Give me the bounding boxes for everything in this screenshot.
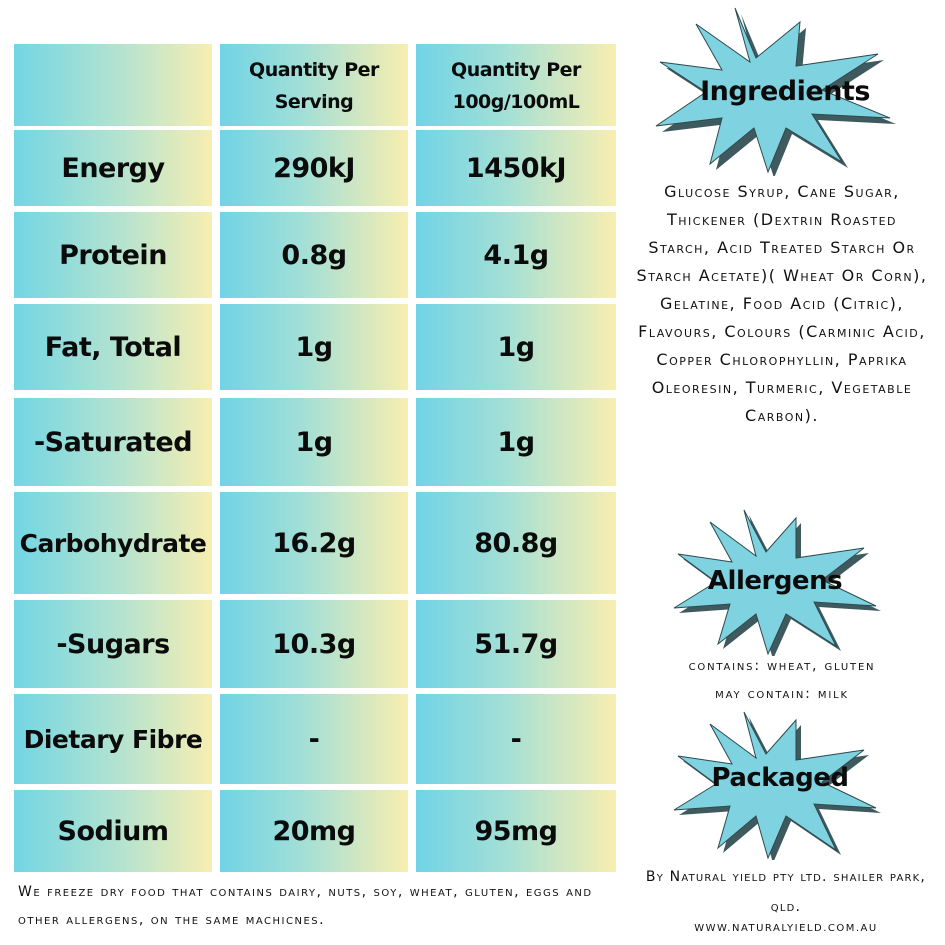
row-fat-total-per-serving: 1g: [220, 304, 408, 390]
table-header-per-serving: Quantity Per Serving: [220, 44, 408, 126]
row-label-energy: Energy: [14, 130, 212, 206]
packaged-title: Packaged: [711, 763, 849, 793]
packaged-starburst-icon: [673, 711, 881, 860]
row-protein-per-serving: 0.8g: [220, 212, 408, 298]
ingredients-starburst-icon: [655, 7, 896, 176]
row-energy-per-serving: 290kJ: [220, 130, 408, 206]
row-sugars-per-100: 51.7g: [416, 600, 616, 688]
row-sugars-per-serving: 10.3g: [220, 600, 408, 688]
row-label-carbohydrate: Carbohydrate: [14, 492, 212, 594]
starburst-fill: [673, 711, 877, 860]
row-dietary-fibre-per-serving: -: [220, 694, 408, 784]
allergens-starburst-icon: [673, 509, 881, 656]
row-dietary-fibre-per-100: -: [416, 694, 616, 784]
allergens-may-contain: may contain: milk: [715, 686, 849, 702]
row-energy-per-100: 1450kJ: [416, 130, 616, 206]
row-label-fat-total: Fat, Total: [14, 304, 212, 390]
allergens-title: Allergens: [707, 566, 843, 596]
row-protein-per-100: 4.1g: [416, 212, 616, 298]
row-fat-total-per-100: 1g: [416, 304, 616, 390]
website-link[interactable]: WWW.NATURALYIELD.COM.AU: [694, 923, 878, 934]
row-label-dietary-fibre: Dietary Fibre: [14, 694, 212, 784]
ingredients-title: Ingredients: [700, 76, 870, 107]
row-label-sodium: Sodium: [14, 790, 212, 872]
ingredients-text: Glucose Syrup, Cane Sugar, Thickener (De…: [636, 182, 928, 425]
row-label-protein: Protein: [14, 212, 212, 298]
allergen-facility-footnote: We freeze dry food that contains dairy, …: [18, 884, 593, 928]
starburst-fill: [673, 509, 877, 656]
row-saturated-per-100: 1g: [416, 398, 616, 486]
starburst-fill: [655, 7, 891, 174]
row-label-sugars: -Sugars: [14, 600, 212, 688]
row-carbohydrate-per-100: 80.8g: [416, 492, 616, 594]
table-header-blank: [14, 44, 212, 126]
packaged-text: By Natural yield pty ltd. shailer park, …: [645, 869, 927, 915]
row-sodium-per-serving: 20mg: [220, 790, 408, 872]
table-header-per-100: Quantity Per 100g/100mL: [416, 44, 616, 126]
row-carbohydrate-per-serving: 16.2g: [220, 492, 408, 594]
row-saturated-per-serving: 1g: [220, 398, 408, 486]
allergens-contains: contains: wheat, gluten: [688, 658, 876, 674]
row-sodium-per-100: 95mg: [416, 790, 616, 872]
row-label-saturated: -Saturated: [14, 398, 212, 486]
